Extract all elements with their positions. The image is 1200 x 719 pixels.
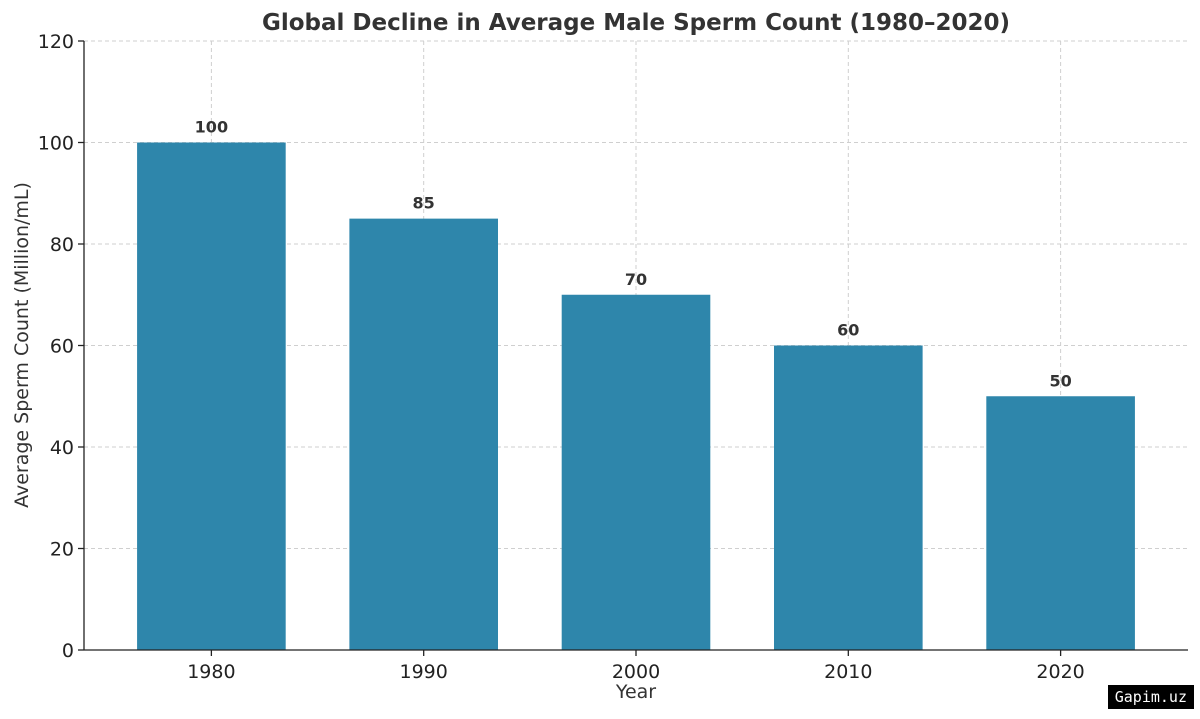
bars [137,142,1135,650]
bar-2020 [986,396,1135,650]
y-tick-label: 80 [50,234,74,256]
watermark: Gapim.uz [1107,685,1194,709]
x-axis-label: Year [615,681,656,703]
y-tick-label: 60 [50,336,74,358]
x-tick-label: 1990 [400,661,448,683]
y-tick-label: 20 [50,539,74,561]
chart-title: Global Decline in Average Male Sperm Cou… [262,10,1010,36]
axes: 0 20 40 60 80 100 120 1980 1990 2000 2010 2020 [38,31,1188,683]
x-tick-label: 2020 [1036,661,1084,683]
bar-1990 [349,218,498,650]
y-tick-label: 40 [50,437,74,459]
bar-value-label: 50 [1049,371,1071,390]
bar-value-label: 70 [625,270,647,289]
data-labels: 100 85 70 60 50 [195,118,1072,391]
x-tick-label: 2000 [612,661,660,683]
y-tick-label: 0 [62,640,74,662]
y-tick-label: 120 [38,31,74,53]
y-axis-label: Average Sperm Count (Million/mL) [11,182,33,508]
bar-2010 [774,345,923,650]
bar-value-label: 60 [837,321,859,340]
x-tick-label: 1980 [187,661,235,683]
bar-2000 [561,294,711,650]
bar-value-label: 100 [195,118,228,137]
bar-1980 [137,142,286,650]
y-tick-label: 100 [38,133,74,155]
bar-value-label: 85 [413,194,435,213]
x-tick-label: 2010 [824,661,872,683]
